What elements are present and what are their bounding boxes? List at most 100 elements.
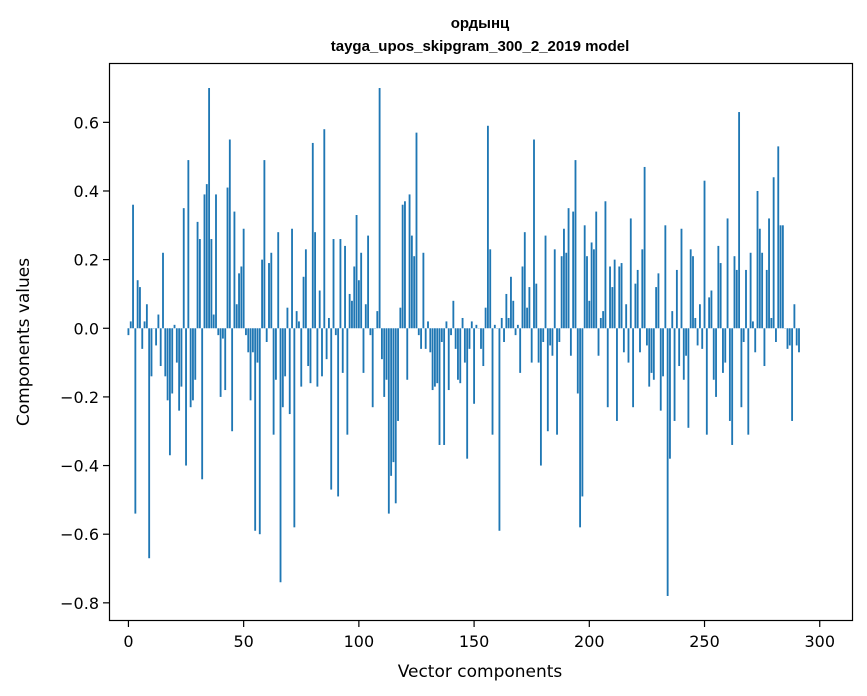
bar-125	[415, 132, 418, 329]
bar-227	[650, 328, 653, 373]
bar-243	[687, 328, 690, 428]
bar-101	[360, 252, 363, 329]
bar-215	[622, 328, 625, 353]
bar-240	[680, 228, 683, 329]
bar-199	[586, 256, 588, 329]
bar-170	[519, 328, 522, 373]
bar-118	[399, 307, 402, 329]
bar-9	[148, 328, 151, 559]
bar-155	[484, 307, 487, 329]
bar-104	[367, 235, 370, 329]
bar-128	[422, 252, 425, 329]
bar-189	[563, 228, 565, 329]
chart-title-line1: ордынц	[451, 15, 510, 32]
bar-66	[279, 328, 282, 583]
bar-71	[291, 228, 293, 329]
bar-105	[369, 328, 372, 336]
bar-223	[641, 249, 644, 329]
bar-134	[436, 328, 439, 384]
bar-15	[162, 252, 164, 329]
bar-18	[168, 328, 171, 456]
bar-277	[765, 269, 768, 329]
bar-80	[311, 142, 314, 329]
bar-102	[362, 328, 365, 373]
bar-133	[433, 328, 436, 387]
bar-165	[507, 317, 510, 329]
bar-184	[551, 328, 554, 356]
bar-260	[726, 218, 729, 329]
bars-group	[127, 88, 800, 596]
bar-241	[682, 328, 685, 380]
bar-33	[203, 194, 206, 329]
bar-203	[595, 211, 598, 329]
bar-230	[657, 273, 660, 329]
bar-278	[768, 218, 770, 329]
bar-90	[334, 328, 337, 336]
x-axis-ticks: 0 50 100 150 200 250 300	[123, 620, 835, 651]
bar-87	[327, 317, 330, 329]
bar-245	[692, 256, 694, 329]
bar-229	[655, 287, 658, 329]
bar-52	[247, 328, 250, 353]
bar-279	[770, 317, 773, 329]
bar-68	[284, 328, 287, 377]
bar-142	[454, 328, 457, 349]
bar-82	[316, 328, 319, 387]
bar-258	[722, 328, 724, 373]
bar-3	[134, 328, 137, 514]
bar-91	[337, 328, 340, 497]
bar-274	[758, 228, 761, 329]
bar-49	[240, 266, 243, 329]
bar-247	[696, 328, 699, 346]
bar-39	[217, 328, 220, 336]
y-axis-ticks: −0.8 −0.6 −0.4 −0.2 0.0 0.2 0.4 0.6	[60, 113, 110, 613]
bar-7	[143, 321, 146, 329]
bar-78	[307, 328, 310, 367]
bar-207	[604, 201, 607, 329]
bar-32	[201, 328, 204, 480]
bar-89	[332, 239, 335, 329]
bar-25	[185, 328, 187, 466]
bar-88	[330, 328, 333, 490]
bar-276	[763, 328, 766, 367]
bar-55	[254, 328, 257, 531]
bar-262	[731, 328, 734, 445]
bar-193	[572, 211, 575, 329]
bar-43	[226, 187, 229, 329]
bar-284	[781, 225, 784, 329]
bar-182	[546, 328, 549, 432]
bar-164	[505, 293, 508, 329]
bar-257	[719, 263, 722, 329]
chart-title-line2: tayga_upos_skipgram_300_2_2019 model	[331, 38, 630, 55]
bar-218	[629, 218, 632, 329]
bar-173	[526, 307, 529, 329]
bar-166	[510, 276, 512, 329]
bar-221	[636, 269, 639, 329]
bar-217	[627, 328, 630, 363]
bar-226	[648, 328, 651, 387]
bar-135	[438, 328, 441, 445]
bar-256	[717, 245, 720, 329]
bar-74	[298, 321, 300, 329]
bar-130	[427, 321, 429, 329]
bar-22	[178, 328, 181, 411]
bar-77	[304, 249, 307, 329]
bar-202	[592, 249, 595, 329]
x-tick-label: 50	[233, 632, 253, 651]
bar-265	[738, 112, 741, 329]
bar-286	[786, 328, 789, 349]
bar-126	[417, 328, 420, 336]
bar-171	[521, 266, 524, 329]
bar-67	[281, 328, 284, 408]
bar-236	[671, 311, 674, 329]
y-tick-label: −0.8	[60, 594, 99, 613]
bar-29	[194, 328, 197, 380]
bar-204	[597, 328, 600, 356]
bar-289	[793, 304, 796, 329]
bar-10	[150, 328, 153, 377]
bar-212	[616, 328, 618, 421]
bar-114	[390, 328, 393, 476]
x-tick-label: 0	[123, 632, 133, 651]
bar-206	[602, 311, 605, 329]
